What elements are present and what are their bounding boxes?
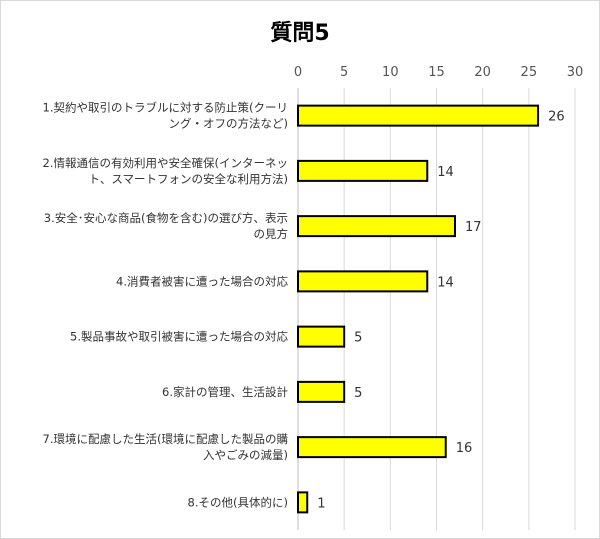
bar — [297, 159, 429, 182]
data-label: 5 — [354, 386, 362, 401]
x-tick-label: 10 — [382, 65, 399, 80]
category-label: 7.環境に配慮した生活(環境に配慮した製品の購 — [43, 432, 289, 446]
category-label: 6.家計の管理、生活設計 — [162, 385, 288, 399]
data-label: 26 — [548, 110, 565, 125]
x-axis-ticks: 0 5 10 15 20 25 30 — [294, 65, 583, 80]
category-label: ト、スマートフォンの安全な利用方法) — [89, 172, 288, 186]
data-label: 17 — [465, 220, 482, 235]
bars — [297, 104, 540, 514]
x-tick-label: 25 — [521, 65, 538, 80]
bar — [297, 325, 346, 348]
category-label: ング・オフの方法など) — [169, 117, 289, 131]
category-label: 入やごみの減量) — [203, 448, 288, 462]
category-label: 5.製品事故や取引被害に遭った場合の対応 — [70, 330, 288, 344]
data-label: 1 — [317, 496, 325, 511]
category-label: 8.その他(具体的に) — [188, 495, 288, 509]
x-tick-label: 30 — [567, 65, 584, 80]
category-label: 1.契約や取引のトラブルに対する防止策(クーリ — [43, 101, 288, 115]
bar — [297, 104, 540, 127]
gridlines — [297, 88, 576, 530]
data-labels: 26 14 17 14 5 5 16 1 — [317, 110, 564, 512]
category-label: 2.情報通信の有効利用や安全確保(インターネッ — [43, 156, 288, 170]
data-label: 16 — [456, 441, 473, 456]
category-label: の見方 — [254, 227, 289, 241]
x-tick-label: 0 — [294, 65, 302, 80]
x-tick-label: 5 — [340, 65, 348, 80]
data-label: 14 — [437, 275, 454, 290]
chart-title: 質問5 — [270, 21, 329, 46]
bar — [297, 380, 346, 403]
bar — [297, 436, 447, 459]
category-label: 3.安全･安心な商品(食物を含む)の選び方、表示 — [44, 211, 288, 225]
bar — [297, 491, 309, 514]
data-label: 14 — [437, 165, 454, 180]
bar — [297, 270, 429, 293]
data-label: 5 — [354, 331, 362, 346]
x-tick-label: 15 — [428, 65, 445, 80]
bar — [297, 215, 456, 238]
category-label: 4.消費者被害に遭った場合の対応 — [116, 274, 288, 288]
x-tick-label: 20 — [474, 65, 491, 80]
